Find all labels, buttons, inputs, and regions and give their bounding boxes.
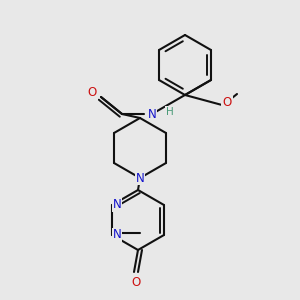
Text: N: N: [136, 172, 144, 184]
Text: H: H: [166, 107, 174, 117]
Text: O: O: [222, 95, 232, 109]
Text: O: O: [87, 86, 97, 100]
Text: O: O: [131, 275, 141, 289]
Text: N: N: [112, 229, 122, 242]
Text: N: N: [148, 107, 156, 121]
Text: N: N: [112, 199, 122, 212]
